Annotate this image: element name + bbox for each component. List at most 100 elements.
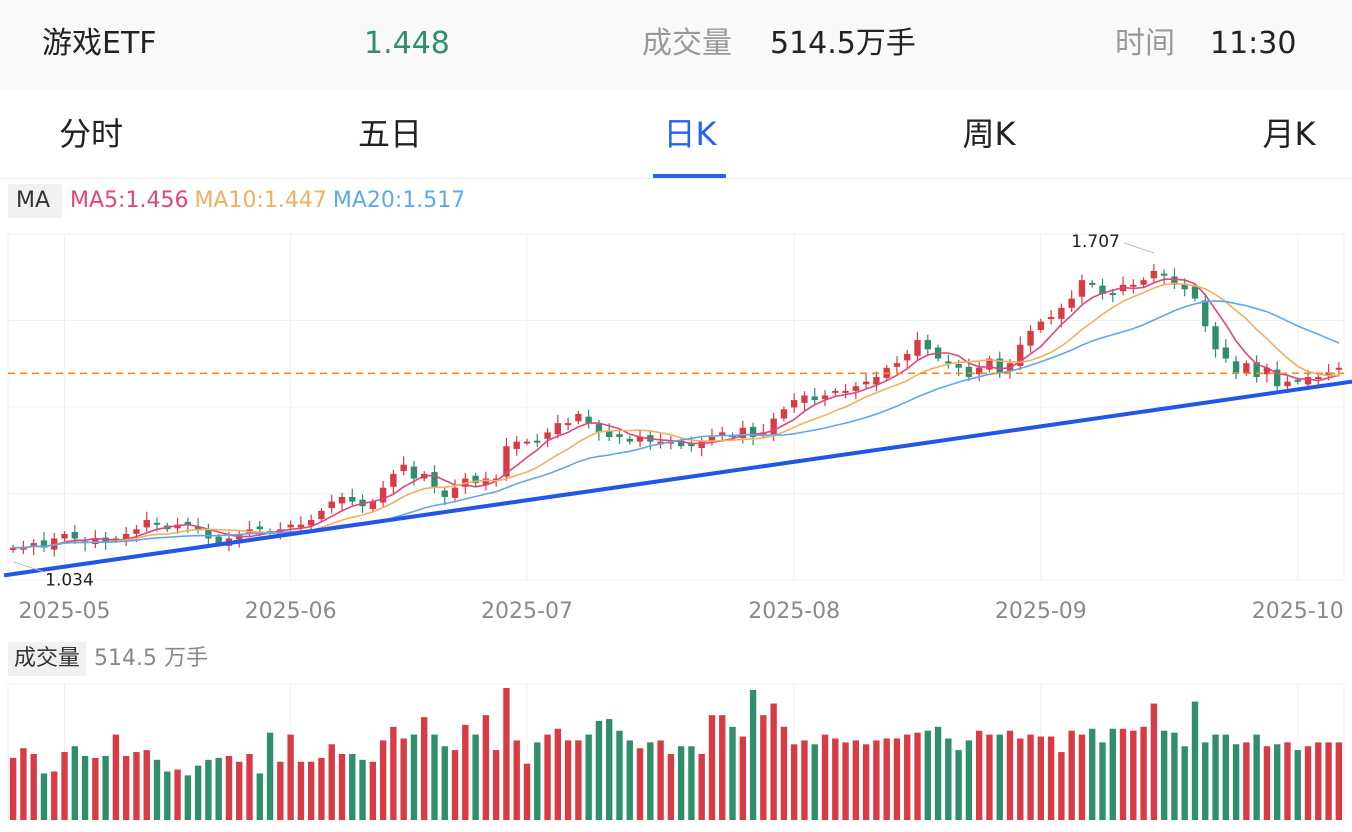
volume-bar	[462, 724, 469, 820]
volume-bar	[472, 734, 479, 820]
candle-body	[904, 353, 911, 361]
candle-body	[1315, 377, 1322, 380]
tab-weekly-k[interactable]: 周K	[962, 115, 1016, 153]
candle-body	[975, 367, 983, 375]
candle-body	[51, 538, 58, 550]
volume-bar	[1263, 746, 1271, 820]
candle-body	[1078, 280, 1086, 297]
volume-bar	[359, 759, 366, 820]
candle-body	[379, 487, 387, 503]
volume-bar	[1294, 750, 1301, 820]
candle-body	[1160, 273, 1168, 276]
candle-body	[965, 366, 973, 378]
volume-bar	[153, 759, 161, 820]
volume-bar	[307, 761, 315, 820]
candle-body	[297, 524, 305, 528]
candle-body	[71, 532, 78, 539]
tab-five-day[interactable]: 五日	[357, 115, 423, 153]
candle-body	[606, 431, 613, 437]
volume-bar	[410, 734, 418, 820]
candle-body	[893, 363, 901, 367]
volume-bar	[236, 761, 243, 820]
candle-body	[1181, 283, 1188, 290]
volume-bar	[1099, 742, 1106, 820]
candle-body	[1089, 282, 1096, 285]
tab-intraday[interactable]: 分时	[58, 115, 124, 153]
candle-body	[328, 501, 335, 509]
volume-bar	[1202, 742, 1209, 820]
candle-body	[1222, 347, 1230, 359]
security-name: 游戏ETF	[42, 26, 157, 61]
candle-body	[451, 487, 459, 498]
candle-body	[492, 478, 500, 481]
volume-bar	[996, 734, 1003, 820]
volume-bar	[821, 734, 829, 820]
low-annotation-leader	[12, 561, 44, 573]
candle-body	[575, 413, 582, 422]
candle-body	[626, 438, 633, 442]
volume-bar	[657, 740, 664, 820]
ma20-line	[13, 300, 1340, 549]
candle-body	[184, 521, 192, 525]
candle-body	[1037, 321, 1045, 330]
candle-body	[544, 432, 551, 439]
volume-bar	[667, 754, 675, 820]
support-trendline	[3, 379, 1352, 578]
volume-bar	[780, 726, 788, 820]
candle-body	[832, 390, 839, 393]
volume-bar	[1089, 728, 1096, 820]
candle-body	[40, 540, 48, 548]
volume-bar	[534, 742, 541, 820]
candle-body	[318, 510, 325, 520]
volume-bar	[349, 754, 356, 820]
volume-bar	[287, 734, 294, 820]
volume-bar	[338, 754, 346, 820]
volume-bar	[421, 717, 428, 820]
candle-body	[749, 426, 757, 437]
candle-body	[1325, 372, 1332, 377]
candle-body	[688, 443, 695, 447]
candle-body	[215, 536, 222, 544]
candle-body	[1058, 307, 1065, 319]
volume-bar	[1284, 742, 1291, 820]
volume-bar	[400, 738, 407, 820]
volume-bar	[636, 748, 644, 820]
volume-indicator-label[interactable]: 成交量	[8, 642, 87, 676]
candle-body	[194, 526, 202, 530]
active-tab-indicator	[653, 174, 726, 178]
volume-bar	[1212, 734, 1219, 820]
candle-body	[1171, 276, 1178, 285]
candle-body	[1263, 367, 1271, 375]
volume-bar	[688, 746, 695, 820]
candle-body	[133, 529, 140, 534]
volume-bar	[1150, 703, 1158, 820]
volume-bar	[965, 740, 973, 820]
volume-bar	[1017, 738, 1024, 820]
volume-bar	[328, 744, 335, 820]
candle-body	[61, 533, 68, 539]
tab-daily-k[interactable]: 日K	[663, 115, 717, 153]
volume-bar	[92, 757, 99, 820]
volume-value: 514.5万手	[770, 26, 916, 61]
volume-bar	[1068, 730, 1075, 820]
volume-bar	[9, 757, 17, 820]
candle-body	[1284, 381, 1291, 387]
volume-bar	[647, 742, 654, 820]
high-annotation-leader	[1123, 242, 1155, 254]
volume-bar	[451, 750, 459, 820]
candle-body	[503, 446, 510, 477]
candle-body	[914, 340, 921, 356]
candle-body	[1253, 362, 1260, 378]
quote-header: 游戏ETF 1.448 成交量 514.5万手 时间 11:30	[0, 0, 1352, 90]
x-tick-label: 2025-07	[481, 599, 573, 624]
volume-bar	[174, 769, 181, 820]
volume-legend: 成交量 514.5 万手	[8, 642, 208, 676]
candle-body	[1027, 330, 1034, 346]
ma10-line	[13, 282, 1339, 549]
ma-label[interactable]: MA	[8, 184, 63, 218]
tab-monthly-k[interactable]: 月K	[1262, 115, 1316, 153]
candle-body	[122, 533, 130, 541]
candle-body	[616, 434, 623, 437]
volume-bar	[575, 740, 582, 820]
